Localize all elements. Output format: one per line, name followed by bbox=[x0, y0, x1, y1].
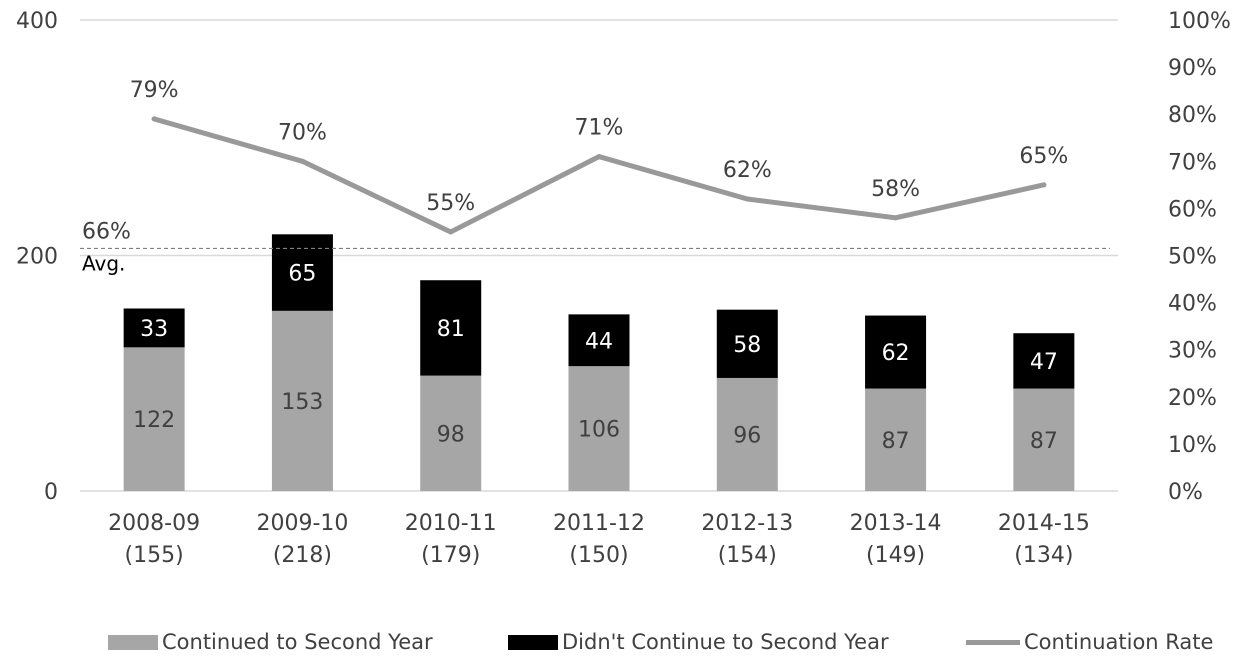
legend-label-didnt-continue: Didn't Continue to Second Year bbox=[562, 630, 889, 654]
bar-didnt-continue bbox=[716, 309, 778, 378]
legend-item-continued: Continued to Second Year bbox=[108, 630, 433, 654]
x-axis-category-count: (134) bbox=[1014, 543, 1073, 568]
legend-swatch-continued bbox=[108, 634, 158, 650]
continuation-rate-point bbox=[299, 158, 305, 164]
continuation-rate-point bbox=[893, 215, 899, 221]
bar-label-continued: 87 bbox=[882, 429, 910, 454]
right-axis-tick-label: 20% bbox=[1168, 386, 1217, 411]
bar-continued bbox=[1013, 388, 1075, 491]
bar-label-didnt-continue: 81 bbox=[437, 317, 465, 342]
continuation-rate-label: 65% bbox=[1019, 144, 1068, 169]
left-axis-tick-label: 200 bbox=[16, 245, 58, 270]
continuation-rate-label: 58% bbox=[871, 177, 920, 202]
x-axis-category-label: 2013-14 bbox=[850, 511, 942, 536]
x-axis-category-label: 2009-10 bbox=[256, 511, 348, 536]
continuation-rate-point bbox=[596, 154, 602, 160]
x-axis-category-count: (155) bbox=[125, 543, 184, 568]
bar-label-continued: 98 bbox=[437, 422, 465, 447]
right-axis-tick-label: 30% bbox=[1168, 339, 1217, 364]
right-axis-tick-label: 70% bbox=[1168, 150, 1217, 175]
x-axis-category-count: (154) bbox=[718, 543, 777, 568]
right-axis-tick-label: 10% bbox=[1168, 433, 1217, 458]
legend-label-continued: Continued to Second Year bbox=[162, 630, 433, 654]
bar-label-didnt-continue: 62 bbox=[882, 341, 910, 366]
continuation-rate-label: 70% bbox=[278, 120, 327, 145]
left-axis-tick-label: 400 bbox=[16, 9, 58, 34]
chart-legend: Continued to Second Year Didn't Continue… bbox=[0, 630, 1246, 660]
bar-label-continued: 96 bbox=[733, 423, 761, 448]
continuation-rate-label: 79% bbox=[130, 78, 179, 103]
right-axis-tick-label: 40% bbox=[1168, 292, 1217, 317]
right-axis-tick-label: 50% bbox=[1168, 245, 1217, 270]
right-axis-tick-label: 60% bbox=[1168, 197, 1217, 222]
bar-didnt-continue bbox=[123, 308, 185, 348]
bar-label-continued: 106 bbox=[578, 418, 620, 443]
right-axis-tick-label: 90% bbox=[1168, 56, 1217, 81]
right-axis-tick-label: 0% bbox=[1168, 480, 1203, 505]
bar-continued bbox=[865, 388, 927, 491]
bar-label-didnt-continue: 58 bbox=[733, 333, 761, 358]
bar-continued bbox=[123, 347, 185, 491]
bar-label-didnt-continue: 65 bbox=[288, 262, 316, 287]
continuation-rate-point bbox=[744, 196, 750, 202]
bar-didnt-continue bbox=[1013, 333, 1075, 389]
bar-label-continued: 87 bbox=[1030, 429, 1058, 454]
continuation-rate-label: 62% bbox=[723, 158, 772, 183]
x-axis-category-label: 2014-15 bbox=[998, 511, 1090, 536]
continuation-rate-point bbox=[1041, 182, 1047, 188]
bar-didnt-continue bbox=[568, 314, 630, 367]
x-axis-category-label: 2010-11 bbox=[405, 511, 497, 536]
x-axis-category-label: 2008-09 bbox=[108, 511, 200, 536]
x-axis-category-count: (149) bbox=[866, 543, 925, 568]
x-axis-category-count: (218) bbox=[273, 543, 332, 568]
continuation-rate-point bbox=[151, 116, 157, 122]
x-axis-category-label: 2011-12 bbox=[553, 511, 645, 536]
average-text-label: Avg. bbox=[82, 251, 125, 275]
legend-item-didnt-continue: Didn't Continue to Second Year bbox=[508, 630, 889, 654]
x-axis-category-count: (179) bbox=[421, 543, 480, 568]
bar-continued bbox=[420, 375, 482, 491]
x-axis-category-count: (150) bbox=[569, 543, 628, 568]
bar-label-continued: 153 bbox=[281, 390, 323, 415]
bar-continued bbox=[568, 366, 630, 491]
right-axis-tick-label: 80% bbox=[1168, 103, 1217, 128]
bar-didnt-continue bbox=[271, 234, 333, 311]
right-axis-tick-label: 100% bbox=[1168, 9, 1231, 34]
bar-label-didnt-continue: 47 bbox=[1030, 350, 1058, 375]
left-axis-tick-label: 0 bbox=[44, 480, 58, 505]
chart-plot: 0 200 400 0% 10% 20% 30% 40% 50% 60% 70% 80% 90% 100%… bbox=[16, 9, 1231, 568]
legend-label-continuation-rate: Continuation Rate bbox=[1024, 630, 1214, 654]
legend-item-continuation-rate: Continuation Rate bbox=[966, 630, 1213, 654]
continuation-rate-point bbox=[448, 229, 454, 235]
bar-label-didnt-continue: 33 bbox=[140, 317, 168, 342]
bar-didnt-continue bbox=[865, 315, 927, 389]
average-value-label: 66% bbox=[82, 219, 131, 244]
bar-continued bbox=[716, 377, 778, 491]
bar-continued bbox=[271, 310, 333, 491]
continuation-rate-label: 55% bbox=[426, 191, 475, 216]
bar-didnt-continue bbox=[420, 280, 482, 376]
legend-swatch-didnt-continue bbox=[508, 634, 558, 650]
continuation-rate-label: 71% bbox=[575, 116, 624, 141]
bar-label-continued: 122 bbox=[133, 408, 175, 433]
bar-label-didnt-continue: 44 bbox=[585, 329, 613, 354]
legend-swatch-continuation-rate bbox=[966, 639, 1020, 645]
x-axis-category-label: 2012-13 bbox=[701, 511, 793, 536]
